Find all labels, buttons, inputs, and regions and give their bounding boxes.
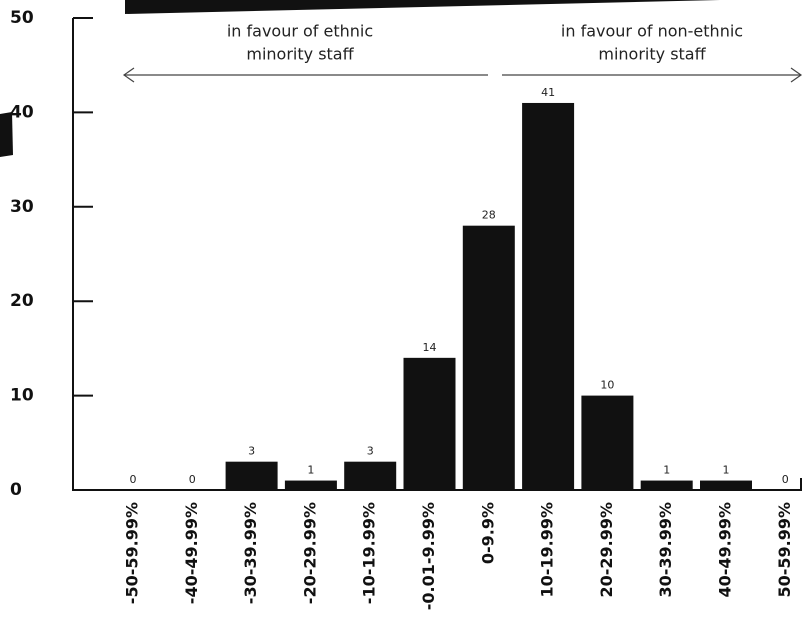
- bar: [225, 461, 278, 490]
- annotation: minority staff: [246, 45, 354, 64]
- x-tick-label: 0-9.9%: [478, 502, 497, 564]
- value-label: 3: [367, 445, 374, 458]
- value-label: 0: [130, 473, 137, 486]
- annotation: in favour of non-ethnic: [561, 22, 743, 41]
- value-label: 0: [189, 473, 196, 486]
- bar: [284, 480, 337, 490]
- x-tick-label: 30-39.99%: [656, 502, 675, 598]
- bar: [522, 102, 575, 491]
- y-tick-label: 50: [10, 8, 34, 28]
- x-tick-label: -10-19.99%: [360, 502, 379, 604]
- bar: [640, 480, 693, 490]
- y-tick-label: 30: [10, 197, 34, 217]
- annotation: minority staff: [598, 45, 706, 64]
- annotation: in favour of ethnic: [227, 22, 373, 41]
- x-tick-label: -20-29.99%: [300, 502, 319, 604]
- bar: [581, 395, 634, 490]
- x-tick-label: 40-49.99%: [716, 502, 735, 598]
- value-label: 3: [248, 445, 255, 458]
- bar: [700, 480, 752, 490]
- bar: [462, 225, 515, 490]
- y-tick-label: 0: [10, 480, 22, 500]
- value-label: 14: [423, 341, 437, 354]
- x-tick-label: -40-49.99%: [182, 502, 201, 604]
- x-tick-label: 20-29.99%: [597, 502, 616, 598]
- y-tick-label: 40: [10, 102, 34, 122]
- x-tick-label: -0.01-9.99%: [419, 502, 438, 610]
- value-label: 10: [600, 379, 614, 392]
- right-arrow-head: [790, 67, 803, 83]
- left-arrow-head: [122, 67, 135, 83]
- x-tick-label: -50-59.99%: [123, 502, 142, 604]
- y-tick-label: 20: [10, 291, 34, 311]
- arrows: [122, 67, 803, 83]
- value-label: 1: [663, 464, 670, 477]
- value-label: 0: [782, 473, 789, 486]
- x-tick-label: 10-19.99%: [538, 502, 557, 598]
- value-label: 1: [307, 464, 314, 477]
- y-tick-label: 10: [10, 386, 34, 406]
- value-label: 1: [723, 464, 730, 477]
- bar: [344, 461, 397, 490]
- axis-label-fragment: [0, 112, 13, 157]
- title-banner-fragment: [125, 0, 720, 14]
- bar: [403, 357, 456, 490]
- x-tick-label: 50-59.99%: [775, 502, 794, 598]
- value-label: 41: [541, 86, 555, 99]
- value-label: 28: [482, 209, 496, 222]
- x-tick-label: -30-39.99%: [241, 502, 260, 604]
